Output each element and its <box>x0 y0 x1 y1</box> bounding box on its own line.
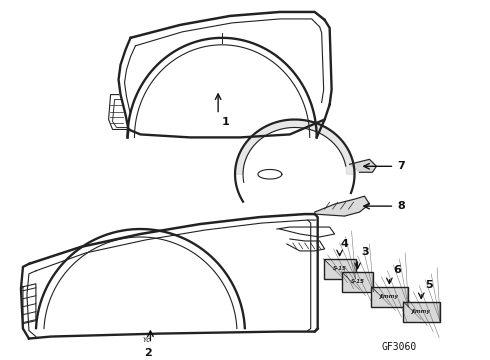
FancyBboxPatch shape <box>324 259 356 279</box>
Text: 5: 5 <box>425 280 433 290</box>
FancyBboxPatch shape <box>403 302 440 321</box>
Text: 1: 1 <box>222 117 230 127</box>
Text: 2: 2 <box>145 347 152 357</box>
Text: S-15: S-15 <box>350 279 365 284</box>
FancyBboxPatch shape <box>342 272 373 292</box>
Text: GF3060: GF3060 <box>382 342 417 351</box>
FancyBboxPatch shape <box>371 287 408 307</box>
Text: Jimmy: Jimmy <box>412 309 431 314</box>
Text: 7: 7 <box>397 161 405 171</box>
Polygon shape <box>349 159 376 172</box>
Text: 3: 3 <box>362 247 369 257</box>
Text: 4: 4 <box>341 239 348 249</box>
Text: 6: 6 <box>393 265 401 275</box>
Text: Yc: Yc <box>143 337 150 343</box>
Polygon shape <box>315 196 369 216</box>
Text: Jimmy: Jimmy <box>380 294 399 299</box>
Polygon shape <box>235 120 355 174</box>
Text: 8: 8 <box>397 201 405 211</box>
Text: S-15: S-15 <box>333 266 346 271</box>
